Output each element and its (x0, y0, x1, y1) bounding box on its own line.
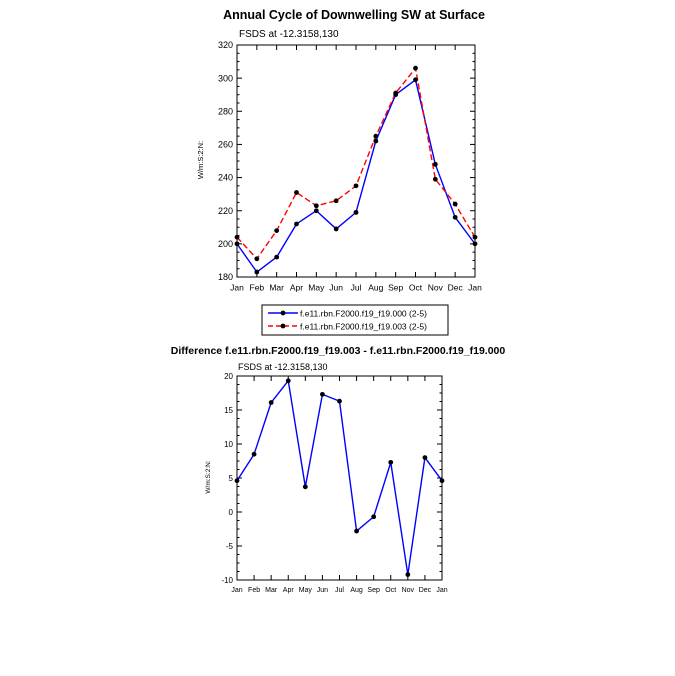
chart1-series-1-point (452, 214, 458, 220)
chart2-series-1-point (268, 400, 274, 405)
chart1-series-2-point (294, 190, 299, 195)
chart1-series-1-point (373, 138, 379, 144)
chart2-series-1-point (354, 528, 359, 534)
chart1-series-1-point (313, 208, 319, 214)
chart2-xtick-label: May (299, 587, 313, 594)
chart2-series-1-point (422, 455, 428, 460)
chart1-ytick-label: 200 (218, 239, 233, 249)
chart1-series-1-point (333, 226, 339, 232)
chart1-series-1-line (236, 79, 476, 273)
chart1-legend: f.e11.rbn.F2000.f19_f19.000 (2-5) f.e11.… (261, 304, 449, 336)
chart1-title: Annual Cycle of Downwelling SW at Surfac… (223, 8, 485, 22)
chart1-series-2-point (313, 203, 319, 209)
chart1-series-2-point (452, 201, 458, 207)
chart2-series-1-point (388, 459, 394, 465)
chart2-xtick-label: Jan (436, 587, 447, 594)
chart1-xtick-label: Aug (368, 283, 383, 293)
chart1-ylabel: W/m:S:2:N: (196, 141, 205, 179)
chart2-series-1-point (371, 514, 377, 520)
chart1-frame (236, 44, 476, 278)
chart1-series-2-point (472, 234, 478, 240)
chart1-series-1-point (294, 221, 299, 227)
chart1-series-2-point (333, 198, 339, 204)
chart2-xtick-label: Jan (231, 587, 242, 594)
chart1-xtick-label: Dec (448, 283, 464, 293)
chart2-xtick-label: Sep (367, 587, 380, 594)
chart2-series-1-point (302, 484, 308, 490)
chart2-ytick-label: 10 (224, 440, 233, 449)
chart1-xtick-label: Sep (388, 283, 403, 293)
chart1-series-1-point (274, 254, 280, 260)
chart2-series-1-point (337, 398, 342, 404)
chart2-plot-area: Jan Feb Mar Apr May Jun Jul Aug Sep Oct Nov Dec Jan -… (221, 372, 447, 594)
legend-marker-series-2 (280, 323, 286, 329)
chart2-series-1-point (320, 391, 325, 397)
chart2-ytick-label: -10 (221, 576, 233, 585)
chart1-ytick-label: 300 (218, 73, 233, 83)
chart2-xtick-label: Jun (317, 587, 328, 594)
chart1-series-1-point (353, 209, 359, 215)
chart1-series-2-point (274, 228, 280, 234)
chart2-xtick-label: Dec (419, 587, 432, 594)
chart1-series-2-point (353, 183, 359, 189)
chart1-series-2-point (413, 65, 418, 71)
chart1-xtick-label: Jun (329, 283, 343, 293)
chart1-series-2-point (432, 176, 438, 182)
chart2-series-1-point (439, 478, 445, 484)
chart1-series-1-point (234, 241, 240, 247)
chart2-series-1-point (234, 478, 240, 484)
chart2-subtitle: FSDS at -12.3158,130 (238, 362, 328, 372)
chart1-series-2-point (393, 90, 399, 96)
chart1-series-2-point (234, 234, 240, 240)
chart1-xtick-label: Jul (351, 283, 362, 293)
chart2-ytick-label: 15 (224, 406, 233, 415)
chart1-xtick-label: Jan (230, 283, 244, 293)
chart2-ytick-label: 0 (229, 508, 234, 517)
chart1-ytick-label: 220 (218, 206, 233, 216)
chart1-xtick-label: Apr (290, 283, 303, 293)
chart2-ylabel: W/m:S:2:N: (205, 460, 212, 493)
chart2-title: Difference f.e11.rbn.F2000.f19_f19.003 -… (171, 345, 506, 357)
chart2-series-1-point (405, 572, 411, 577)
chart1-xtick-label: Nov (428, 283, 444, 293)
chart2-xtick-label: Mar (265, 587, 278, 594)
legend-box (261, 304, 449, 336)
chart2-ytick-label: 20 (224, 372, 233, 381)
chart1-series-1-point (413, 77, 418, 83)
chart1-series-2-point (373, 133, 379, 139)
chart2-ytick-label: 5 (229, 474, 234, 483)
chart1-series-2-line (236, 67, 476, 260)
chart1-xtick-label: Mar (269, 283, 284, 293)
chart2-xtick-label: Oct (385, 587, 396, 594)
chart1-ytick-label: 260 (218, 140, 233, 150)
chart2-series-1-line (236, 380, 443, 576)
legend-marker-series-1 (280, 310, 286, 316)
chart2-xtick-label: Apr (283, 587, 295, 594)
chart1-ytick-label: 320 (218, 40, 233, 50)
chart2-ytick-label: -5 (226, 542, 234, 551)
chart1-xtick-label: Feb (250, 283, 265, 293)
legend-label-series-2: f.e11.rbn.F2000.f19_f19.003 (2-5) (300, 322, 427, 332)
chart1-series-2-point (254, 256, 260, 262)
chart2-xtick-label: Nov (402, 587, 415, 594)
chart1-plot-area: Jan Feb Mar Apr May Jun Jul Aug Sep Oct Nov Dec Jan1… (218, 40, 482, 292)
chart2-xtick-label: Jul (335, 587, 344, 594)
chart1-ytick-label: 280 (218, 106, 233, 116)
chart2-series-1-point (251, 451, 257, 457)
chart1-subtitle: FSDS at -12.3158,130 (239, 29, 339, 40)
chart2-series-1-point (285, 378, 291, 384)
chart1-series-1-point (432, 161, 438, 167)
chart2-xtick-label: Feb (248, 587, 260, 594)
chart1-xtick-label: Jan (468, 283, 482, 293)
chart1-ytick-label: 180 (218, 272, 233, 282)
chart1-xtick-label: May (308, 283, 325, 293)
chart1-series-1-point (472, 241, 478, 247)
chart1-series-1-point (254, 269, 260, 275)
chart1-xtick-label: Oct (409, 283, 423, 293)
chart1-ytick-label: 240 (218, 173, 233, 183)
legend-label-series-1: f.e11.rbn.F2000.f19_f19.000 (2-5) (300, 309, 427, 319)
chart2-xtick-label: Aug (350, 587, 363, 594)
